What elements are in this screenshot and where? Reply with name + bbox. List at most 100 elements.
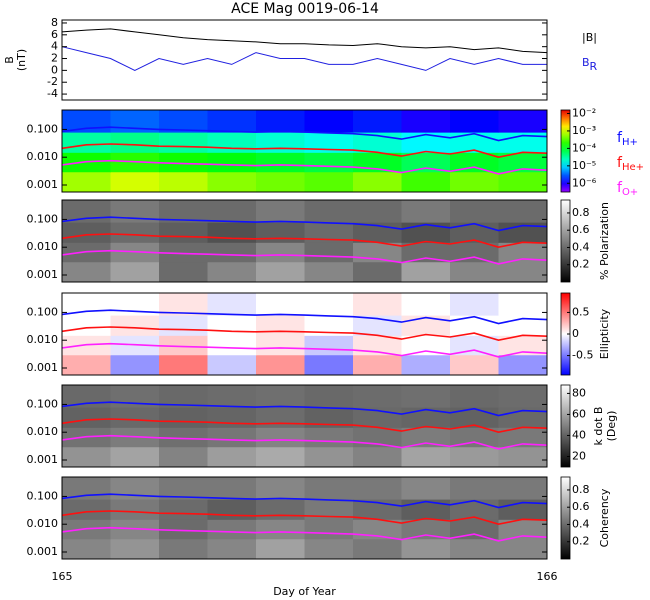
series-line bbox=[61, 401, 548, 417]
colorbar-tick-label: 0.2 bbox=[572, 535, 590, 548]
heatmap-cell bbox=[207, 538, 257, 560]
x-axis-label: Day of Year bbox=[273, 585, 336, 598]
heatmap-cell bbox=[498, 519, 548, 540]
heatmap-cell bbox=[256, 407, 305, 428]
series-line bbox=[61, 249, 548, 265]
x-tick-label: 165 bbox=[52, 570, 73, 583]
heatmap-cell bbox=[207, 110, 257, 133]
y-tick-label: 0.100 bbox=[27, 397, 59, 410]
y-tick-label: 0.001 bbox=[27, 453, 59, 466]
heatmap-cell bbox=[256, 152, 305, 173]
colorbar-tick-label: 10⁻⁴ bbox=[572, 141, 597, 154]
heatmap-cell bbox=[256, 427, 305, 448]
heatmap-cell bbox=[159, 519, 208, 540]
heatmap-cell bbox=[62, 171, 111, 193]
heatmap-cell bbox=[256, 335, 305, 356]
colorbar bbox=[560, 476, 571, 560]
heatmap-cell bbox=[498, 261, 548, 283]
series-line bbox=[61, 510, 548, 526]
heatmap-cell bbox=[110, 354, 160, 376]
heatmap-cell bbox=[401, 335, 451, 356]
colorbar-tick-label: 0.2 bbox=[572, 258, 590, 271]
colorbar-tick-label: 10⁻⁵ bbox=[572, 159, 596, 172]
heatmap-cell bbox=[498, 242, 548, 263]
colorbar-tick-label: 0.8 bbox=[572, 483, 590, 496]
legend-text: f bbox=[617, 180, 623, 196]
heatmap-cell bbox=[62, 315, 111, 336]
heatmap-cell bbox=[207, 385, 257, 408]
colorbar bbox=[560, 199, 571, 283]
legend-subscript: He+ bbox=[622, 162, 644, 173]
heatmap-cell bbox=[159, 222, 208, 243]
heatmap-cell bbox=[304, 261, 354, 283]
heatmap-cell bbox=[401, 242, 451, 263]
heatmap-cell bbox=[450, 261, 499, 283]
heatmap-cell bbox=[207, 132, 257, 153]
colorbar-tick-label: 0.5 bbox=[572, 305, 590, 318]
chart-title: ACE Mag 0019-06-14 bbox=[231, 1, 379, 17]
heatmap-cell bbox=[256, 519, 305, 540]
y-tick-label: 4 bbox=[51, 40, 58, 53]
series-line bbox=[61, 216, 548, 232]
colorbar-tick-label: 0.4 bbox=[572, 240, 590, 253]
heatmap-cell bbox=[498, 335, 548, 356]
heatmap-cell bbox=[159, 407, 208, 428]
heatmap-cell bbox=[62, 499, 111, 520]
heatmap-cell bbox=[450, 200, 499, 223]
heatmap-cell bbox=[62, 477, 111, 500]
heatmap-cell bbox=[159, 200, 208, 223]
series-line bbox=[61, 434, 548, 450]
heatmap-cell bbox=[207, 519, 257, 540]
heatmap-cell bbox=[304, 335, 354, 356]
heatmap-cell bbox=[159, 152, 208, 173]
heatmap-cell bbox=[450, 446, 499, 468]
heatmap-cell bbox=[256, 446, 305, 468]
heatmap-cell bbox=[256, 499, 305, 520]
heatmap-cell bbox=[256, 385, 305, 408]
y-tick-label: 0.001 bbox=[27, 545, 59, 558]
y-tick-label: 0.100 bbox=[27, 122, 59, 135]
heatmap-cell bbox=[498, 152, 548, 173]
heatmap-cell bbox=[353, 538, 402, 560]
heatmap-cell bbox=[450, 293, 499, 316]
heatmap-cell bbox=[256, 242, 305, 263]
colorbar-label: Ellipticity bbox=[598, 308, 611, 359]
heatmap-cell bbox=[256, 110, 305, 133]
heatmap-cell bbox=[304, 538, 354, 560]
heatmap-cell bbox=[401, 152, 451, 173]
heatmap-cell bbox=[256, 538, 305, 560]
heatmap-cell bbox=[498, 354, 548, 376]
colorbar-tick-label: 10⁻² bbox=[572, 106, 596, 119]
heatmap-cell bbox=[62, 446, 111, 468]
plot-frame bbox=[61, 199, 548, 283]
legend-text: B bbox=[582, 56, 590, 69]
heatmap-cell bbox=[353, 477, 402, 500]
heatmap-cell bbox=[256, 315, 305, 336]
legend-entry: |B| bbox=[582, 31, 597, 44]
heatmap-cell bbox=[62, 293, 111, 316]
heatmap-cell bbox=[304, 446, 354, 468]
colorbar-tick-label: 0.4 bbox=[572, 517, 590, 530]
y-tick-label: 0 bbox=[51, 63, 58, 76]
heatmap-cell bbox=[304, 152, 354, 173]
heatmap-cell bbox=[256, 222, 305, 243]
heatmap-cell bbox=[498, 293, 548, 316]
y-tick-label: 0.010 bbox=[27, 333, 59, 346]
heatmap-cell bbox=[401, 171, 451, 193]
heatmap-cell bbox=[207, 499, 257, 520]
y-tick-label: 8 bbox=[51, 16, 58, 29]
legend-entry: fH+ bbox=[617, 130, 638, 148]
y-tick-label: 0.010 bbox=[27, 150, 59, 163]
heatmap-cell bbox=[401, 110, 451, 133]
heatmap-cell bbox=[159, 293, 208, 316]
y-tick-label: 6 bbox=[51, 28, 58, 41]
plot-frame bbox=[61, 19, 548, 101]
heatmap-cell bbox=[207, 335, 257, 356]
heatmap-cell bbox=[110, 261, 160, 283]
heatmap-cell bbox=[304, 354, 354, 376]
legend-subscript: R bbox=[590, 60, 598, 73]
colorbar-tick-label: 0.6 bbox=[572, 223, 590, 236]
y-tick-label: 0.010 bbox=[27, 425, 59, 438]
colorbar bbox=[560, 384, 571, 468]
